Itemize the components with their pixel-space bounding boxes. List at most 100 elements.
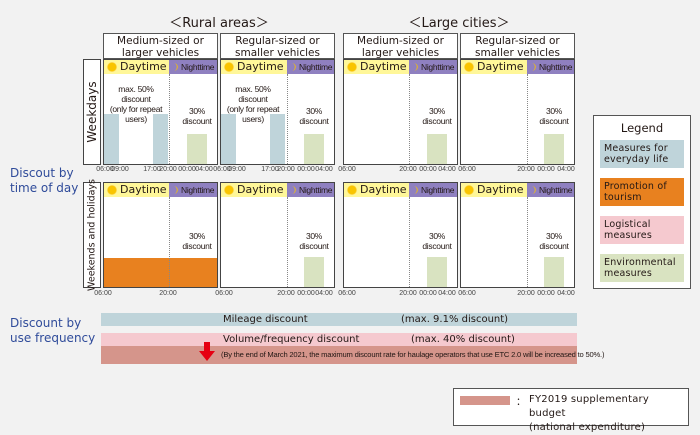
legend-item-line: measures bbox=[604, 230, 652, 241]
legend-item-tourism: Promotion of tourism bbox=[600, 178, 684, 206]
budget-legend-line: FY2019 supplementary budget bbox=[529, 394, 649, 419]
row-label-weekdays: Weekdays bbox=[83, 59, 101, 165]
sun-icon bbox=[224, 185, 234, 195]
note-line: 30% bbox=[305, 106, 323, 116]
budget-legend-line: (national expenditure) bbox=[529, 422, 646, 433]
daytime-band: Daytime bbox=[104, 60, 169, 74]
budget-note: (By the end of March 2021, the maximum d… bbox=[221, 350, 605, 359]
night-discount-note: 30% discount bbox=[182, 106, 212, 126]
tick-label: 20:00 bbox=[159, 290, 177, 297]
column-header-line1: Medium-sized or bbox=[357, 35, 444, 47]
daytime-band: Daytime bbox=[461, 183, 527, 197]
tick-label: 06:00 bbox=[458, 166, 476, 173]
nighttime-label: Nighttime bbox=[421, 62, 455, 72]
night-discount-note: 30% discount bbox=[539, 231, 569, 251]
daytime-label: Daytime bbox=[477, 60, 524, 73]
note-line: 30% bbox=[188, 231, 206, 241]
region-title-cities: ＜Large cities＞ bbox=[408, 16, 510, 31]
nighttime-band: Nighttime bbox=[169, 183, 217, 197]
environmental-bar-night bbox=[544, 257, 564, 287]
tick-label: 00:00 bbox=[419, 290, 437, 297]
budget-legend: ： FY2019 supplementary budget (national … bbox=[453, 388, 689, 433]
legend-item-line: Measures for bbox=[604, 143, 668, 154]
side-label-line: time of day bbox=[10, 181, 79, 195]
tick-label: 00:00 bbox=[178, 166, 196, 173]
column-header-line2: smaller vehicles bbox=[475, 47, 560, 59]
mileage-discount-value: (max. 9.1% discount) bbox=[401, 314, 509, 325]
daytime-label: Daytime bbox=[237, 60, 284, 73]
column-header-line1: Medium-sized or bbox=[117, 35, 204, 47]
note-line: discount bbox=[422, 116, 452, 126]
sun-icon bbox=[107, 185, 117, 195]
tourism-bar bbox=[104, 258, 217, 287]
tick-label: 17:00 bbox=[143, 166, 161, 173]
note-line: discount bbox=[539, 241, 569, 251]
note-line: 30% bbox=[545, 106, 563, 116]
moon-icon bbox=[173, 185, 178, 195]
day-night-divider bbox=[409, 197, 410, 287]
note-line: (only for repeat users) bbox=[226, 104, 280, 124]
legend-item-logistical: Logistical measures bbox=[600, 216, 684, 244]
panel-weekday-city-medium: Daytime Nighttime 30% discount bbox=[343, 59, 458, 165]
tick-label: 06:00 bbox=[94, 290, 112, 297]
night-discount-note: 30% discount bbox=[299, 231, 329, 251]
moon-icon bbox=[173, 62, 178, 72]
side-label-line: Discout by bbox=[10, 166, 74, 180]
tick-label: 09:00 bbox=[228, 166, 246, 173]
legend-item-line: measures bbox=[604, 268, 652, 279]
budget-legend-text: FY2019 supplementary budget (national ex… bbox=[529, 393, 688, 435]
daytime-label: Daytime bbox=[237, 183, 284, 196]
nighttime-label: Nighttime bbox=[299, 62, 333, 72]
daytime-band: Daytime bbox=[104, 183, 169, 197]
legend-item-line: Promotion of bbox=[604, 181, 667, 192]
environmental-bar-night bbox=[427, 134, 447, 164]
tick-label: 04:00 bbox=[195, 166, 213, 173]
moon-icon bbox=[531, 185, 536, 195]
column-header-line2: larger vehicles bbox=[121, 47, 200, 59]
daytime-band: Daytime bbox=[461, 60, 527, 74]
tick-label: 20:00 bbox=[399, 290, 417, 297]
arrow-down-icon bbox=[199, 342, 215, 361]
day-night-divider bbox=[169, 197, 170, 287]
panel-weekend-rural-regular: Daytime Nighttime 30% discount bbox=[220, 182, 335, 288]
moon-icon bbox=[413, 185, 418, 195]
nighttime-band: Nighttime bbox=[409, 183, 457, 197]
moon-icon bbox=[291, 185, 296, 195]
moon-icon bbox=[291, 62, 296, 72]
tick-label: 04:00 bbox=[438, 166, 456, 173]
day-night-divider bbox=[287, 74, 288, 164]
panel-weekend-city-regular: Daytime Nighttime 30% discount bbox=[460, 182, 575, 288]
tick-label: 04:00 bbox=[438, 290, 456, 297]
panel-weekday-rural-medium: Daytime Nighttime max. 50% discount (onl… bbox=[103, 59, 218, 165]
side-label-use-frequency: Discount by use frequency bbox=[10, 316, 95, 346]
note-line: discount bbox=[299, 241, 329, 251]
day-night-divider bbox=[409, 74, 410, 164]
column-header-rural-regular: Regular-sized or smaller vehicles bbox=[220, 33, 335, 59]
daytime-band: Daytime bbox=[344, 183, 409, 197]
note-line: (only for repeat users) bbox=[109, 104, 163, 124]
nighttime-label: Nighttime bbox=[181, 62, 215, 72]
volume-discount-value: (max. 40% discount) bbox=[411, 334, 515, 345]
tick-label: 04:00 bbox=[315, 290, 333, 297]
moon-icon bbox=[531, 62, 536, 72]
note-line: discount bbox=[182, 241, 212, 251]
repeat-user-note: max. 50% discount (only for repeat users… bbox=[221, 84, 285, 124]
column-header-line1: Regular-sized or bbox=[235, 35, 320, 47]
note-line: discount bbox=[299, 116, 329, 126]
night-discount-note: 30% discount bbox=[299, 106, 329, 126]
night-discount-note: 30% discount bbox=[182, 231, 212, 251]
daytime-band: Daytime bbox=[344, 60, 409, 74]
row-label-weekends: Weekends and holidays bbox=[83, 179, 101, 291]
side-label-line: Discount by bbox=[10, 316, 82, 330]
budget-legend-separator: ： bbox=[516, 397, 526, 408]
daytime-label: Daytime bbox=[477, 183, 524, 196]
tick-label: 00:00 bbox=[537, 290, 555, 297]
row-label-text: Weekends and holidays bbox=[86, 179, 98, 291]
volume-discount-bar: Volume/frequency discount (max. 40% disc… bbox=[101, 333, 577, 346]
note-line: 30% bbox=[188, 106, 206, 116]
sun-icon bbox=[464, 185, 474, 195]
budget-bar: (By the end of March 2021, the maximum d… bbox=[101, 346, 605, 364]
note-line: 30% bbox=[305, 231, 323, 241]
tick-label: 04:00 bbox=[557, 290, 575, 297]
region-title-rural: ＜Rural areas＞ bbox=[169, 16, 269, 31]
